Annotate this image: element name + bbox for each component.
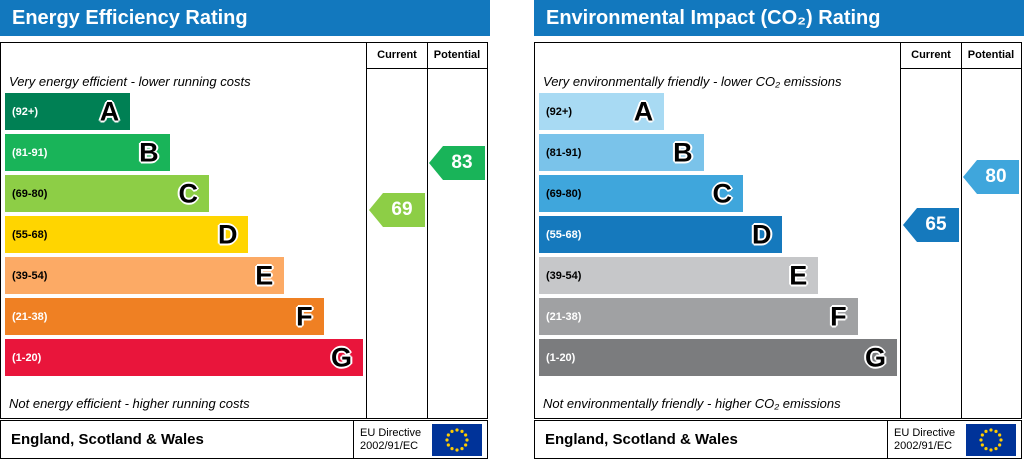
rating-band-d: (55-68) D	[539, 216, 783, 253]
band-range-label: (55-68)	[12, 228, 48, 241]
footer-divider	[353, 421, 354, 458]
rating-band-f: (21-38) F	[5, 298, 324, 335]
bottom-caption: Not energy efficient - higher running co…	[9, 396, 250, 411]
rating-bands: (92+) A (81-91) B (69-80) C (55-68) D (39-54) E (2…	[5, 93, 363, 380]
current-score-arrow: 69	[369, 193, 425, 227]
energy-efficiency-title: Energy Efficiency Rating	[0, 0, 490, 36]
current-score-value: 69	[391, 199, 413, 220]
eu-flag-icon	[966, 424, 1016, 456]
co2-rating-chart: Current Potential Very environmentally f…	[534, 42, 1022, 419]
energy-efficiency-panel: Energy Efficiency Rating Current Potenti…	[0, 0, 490, 460]
band-letter: F	[296, 301, 313, 331]
potential-column-header: Potential	[433, 49, 481, 61]
band-letter: E	[255, 260, 274, 290]
band-range-label: (39-54)	[546, 269, 582, 282]
rating-band-g: (1-20) G	[539, 339, 897, 376]
column-divider	[427, 43, 428, 418]
band-letter: B	[673, 137, 693, 167]
band-range-label: (1-20)	[12, 351, 42, 364]
rating-band-g: (1-20) G	[5, 339, 363, 376]
top-caption: Very energy efficient - lower running co…	[9, 74, 251, 89]
band-range-label: (92+)	[12, 105, 38, 118]
band-range-label: (81-91)	[546, 146, 582, 159]
rating-band-b: (81-91) B	[5, 134, 170, 171]
eu-flag-icon	[432, 424, 482, 456]
bottom-caption: Not environmentally friendly - higher CO…	[543, 396, 841, 411]
band-letter: G	[864, 342, 886, 372]
region-label: England, Scotland & Wales	[545, 431, 738, 448]
band-range-label: (81-91)	[12, 146, 48, 159]
band-letter: G	[330, 342, 352, 372]
current-column-header: Current	[377, 49, 417, 61]
band-range-label: (69-80)	[12, 187, 48, 200]
rating-band-d: (55-68) D	[5, 216, 249, 253]
band-letter: B	[139, 137, 159, 167]
band-range-label: (55-68)	[546, 228, 582, 241]
band-letter: A	[99, 96, 120, 126]
eu-directive-line2: 2002/91/EC	[894, 440, 953, 452]
rating-band-e: (39-54) E	[539, 257, 819, 294]
potential-score-arrow: 80	[963, 160, 1019, 194]
band-range-label: (69-80)	[546, 187, 582, 200]
current-score-arrow: 65	[903, 208, 959, 242]
region-label: England, Scotland & Wales	[11, 431, 204, 448]
potential-column-header: Potential	[967, 49, 1015, 61]
rating-band-c: (69-80) C	[5, 175, 210, 212]
rating-band-c: (69-80) C	[539, 175, 744, 212]
rating-band-b: (81-91) B	[539, 134, 704, 171]
environmental-impact-title: Environmental Impact (CO₂) Rating	[534, 0, 1024, 36]
column-divider	[961, 43, 962, 418]
band-range-label: (21-38)	[546, 310, 582, 323]
potential-score-value: 83	[451, 152, 473, 173]
top-caption: Very environmentally friendly - lower CO…	[543, 74, 842, 89]
current-column-header: Current	[911, 49, 951, 61]
band-letter: A	[633, 96, 654, 126]
band-letter: D	[751, 219, 772, 249]
chart-footer: England, Scotland & Wales EU Directive 2…	[534, 420, 1022, 459]
band-range-label: (1-20)	[546, 351, 576, 364]
potential-score-value: 80	[985, 166, 1007, 187]
band-range-label: (92+)	[546, 105, 572, 118]
eu-directive-line1: EU Directive	[360, 427, 422, 439]
current-score-value: 65	[925, 214, 947, 235]
eu-directive-line1: EU Directive	[894, 427, 956, 439]
column-header-underline	[900, 68, 1021, 69]
band-letter: E	[789, 260, 808, 290]
rating-band-a: (92+) A	[5, 93, 131, 130]
rating-bands: (92+) A (81-91) B (69-80) C (55-68) D (39-54) E (2…	[539, 93, 897, 380]
eu-directive-line2: 2002/91/EC	[360, 440, 419, 452]
eu-directive-label: EU Directive 2002/91/EC	[894, 427, 955, 453]
potential-score-arrow: 83	[429, 146, 485, 180]
chart-footer: England, Scotland & Wales EU Directive 2…	[0, 420, 488, 459]
column-divider	[366, 43, 367, 418]
rating-band-a: (92+) A	[539, 93, 665, 130]
band-letter: F	[830, 301, 847, 331]
band-range-label: (39-54)	[12, 269, 48, 282]
band-range-label: (21-38)	[12, 310, 48, 323]
band-letter: C	[712, 178, 733, 208]
rating-band-e: (39-54) E	[5, 257, 285, 294]
column-divider	[900, 43, 901, 418]
environmental-impact-panel: Environmental Impact (CO₂) Rating Curren…	[534, 0, 1024, 460]
band-letter: D	[217, 219, 238, 249]
band-letter: C	[178, 178, 199, 208]
energy-rating-chart: Current Potential Very energy efficient …	[0, 42, 488, 419]
eu-directive-label: EU Directive 2002/91/EC	[360, 427, 421, 453]
column-header-underline	[366, 68, 487, 69]
footer-divider	[887, 421, 888, 458]
rating-band-f: (21-38) F	[539, 298, 858, 335]
